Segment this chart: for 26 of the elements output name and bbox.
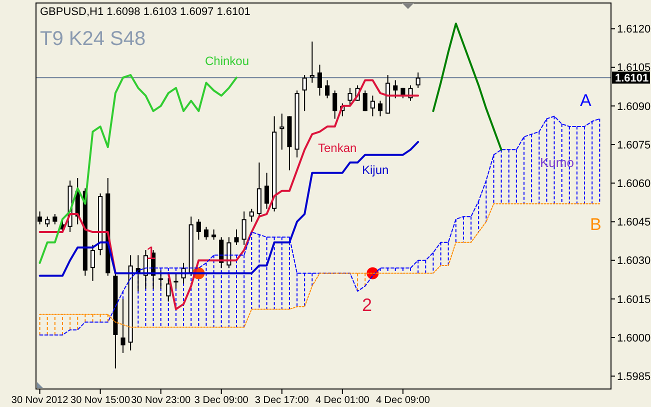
series-label: Chinkou (205, 54, 250, 68)
ref-line-label: 1.6101 (615, 72, 649, 84)
series-label: A (580, 91, 592, 110)
x-tick-label: 30 Nov 2012 (11, 395, 69, 406)
y-tick-label: 1.6105 (617, 62, 651, 74)
y-tick-label: 1.6000 (617, 332, 651, 344)
y-tick-label: 1.6030 (617, 255, 651, 268)
y-tick-label: 1.6075 (617, 139, 651, 152)
series-label: B (590, 215, 602, 234)
annotation: T9 K24 S48 (40, 28, 146, 50)
y-tick-label: 1.6015 (617, 294, 651, 306)
y-tick-label: 1.6090 (617, 100, 651, 113)
x-tick-label: 3 Dec 17:00 (254, 395, 310, 406)
series-label: Kijun (362, 163, 389, 177)
x-tick-label: 4 Dec 09:00 (376, 395, 430, 406)
series-label: Tenkan (318, 141, 357, 155)
y-tick-label: 1.5985 (617, 370, 651, 383)
chart-title: GBPUSD,H1 1.6098 1.6103 1.6097 1.6101 (40, 6, 250, 18)
x-tick-label: 3 Dec 09:00 (194, 395, 249, 406)
annotation: 2 (362, 295, 372, 316)
y-tick-label: 1.6120 (617, 24, 651, 36)
x-tick-label: 4 Dec 01:00 (315, 395, 370, 406)
x-tick-label: 30 Nov 15:00 (70, 395, 130, 406)
y-tick-label: 1.6060 (617, 178, 651, 190)
y-tick-label: 1.6045 (617, 216, 651, 229)
x-tick-label: 30 Nov 23:00 (131, 395, 192, 406)
